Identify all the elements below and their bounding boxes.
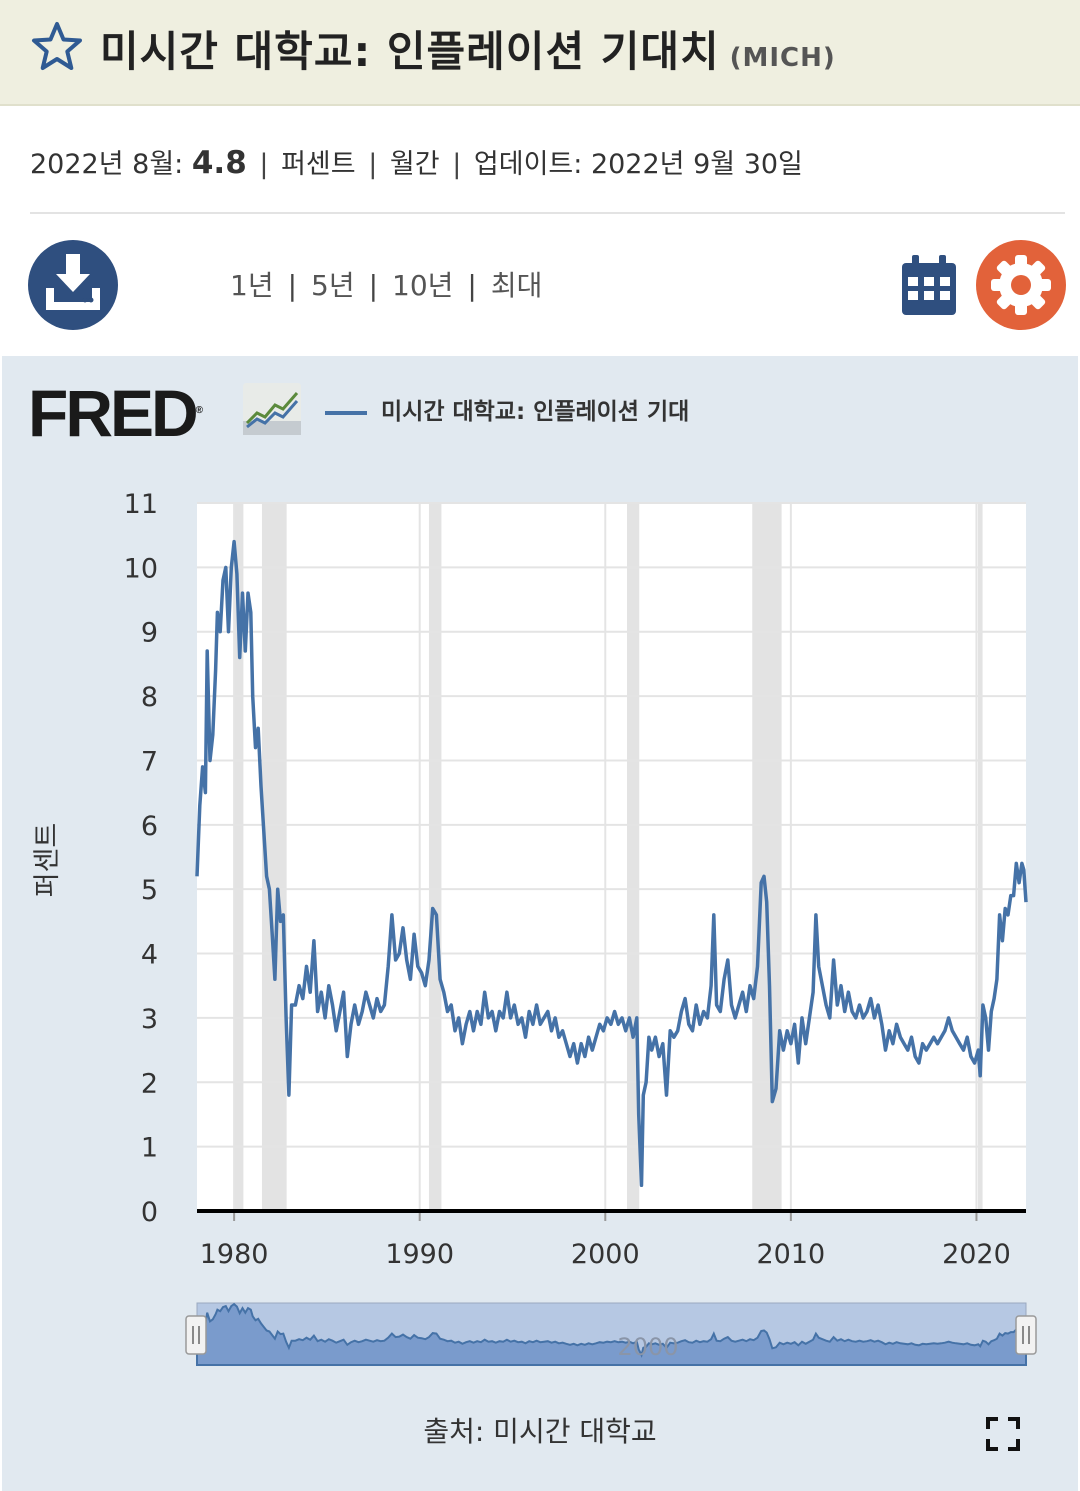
range-1y[interactable]: 1년 (230, 269, 274, 302)
range-5y[interactable]: 5년 (311, 269, 355, 302)
recession-bands (234, 503, 983, 1211)
separator: | (368, 149, 378, 180)
updated-label: 업데이트: (473, 149, 583, 180)
navigator-right-handle[interactable] (1015, 1315, 1037, 1355)
x-tick-label: 1980 (200, 1239, 269, 1270)
range-10y[interactable]: 10년 (392, 269, 454, 302)
fred-graph-icon (243, 383, 301, 435)
y-tick-label: 6 (141, 811, 158, 842)
y-tick-label: 3 (141, 1004, 158, 1035)
x-tick-label: 1990 (385, 1239, 454, 1270)
chart-legend: 미시간 대학교: 인플레이션 기대 (325, 392, 689, 426)
series-id: (MICH) (729, 43, 836, 73)
y-tick-label: 9 (141, 618, 158, 649)
series-title: 미시간 대학교: 인플레이션 기대치 (100, 27, 720, 76)
x-tick-label: 2020 (942, 1239, 1011, 1270)
units-label: 퍼센트 (281, 149, 356, 180)
source-note: 출처: 미시간 대학교 (423, 1415, 657, 1448)
recession-band (428, 503, 442, 1211)
fred-logo: FRED® (28, 376, 204, 450)
separator: | (452, 149, 462, 180)
recession-band (234, 503, 244, 1211)
gear-icon (991, 255, 1051, 315)
settings-button[interactable] (976, 240, 1066, 330)
y-tick-label: 0 (141, 1197, 158, 1228)
observation-meta: 2022년 8월: 4.8 | 퍼센트 | 월간 | 업데이트: 2022년 9… (30, 142, 803, 181)
download-icon (46, 254, 100, 310)
y-tick-label: 8 (141, 682, 158, 713)
x-tick-label: 2000 (571, 1239, 640, 1270)
series-line (195, 539, 1028, 1188)
period-label: 2022년 8월: (30, 149, 184, 180)
page-title: 미시간 대학교: 인플레이션 기대치 (MICH) (100, 18, 836, 79)
divider (30, 212, 1065, 214)
y-axis-label: 퍼센트 (32, 823, 63, 898)
x-tick-label: 2010 (757, 1239, 826, 1270)
legend-label: 미시간 대학교: 인플레이션 기대 (381, 399, 690, 425)
range-max[interactable]: 최대 (490, 269, 543, 302)
recession-band (752, 503, 782, 1211)
navigator-left-handle[interactable] (185, 1315, 207, 1355)
separator: | (368, 269, 379, 302)
recession-band (977, 503, 983, 1211)
separator: | (259, 149, 269, 180)
frequency-label: 월간 (389, 149, 440, 180)
legend-swatch (325, 410, 367, 415)
y-tick-label: 5 (141, 875, 158, 906)
fullscreen-icon[interactable] (986, 1417, 1020, 1451)
x-axis-ticks: 1980 1990 2000 2010 2020 (200, 1211, 1011, 1270)
navigator-series (196, 1302, 1027, 1366)
y-tick-label: 11 (124, 489, 158, 520)
y-tick-label: 7 (141, 746, 158, 777)
updated-date: 2022년 9월 30일 (590, 149, 803, 180)
navigator-label: 2000 (617, 1333, 678, 1361)
grid-lines (197, 502, 1026, 1211)
star-icon[interactable] (30, 20, 84, 74)
separator: | (467, 269, 477, 302)
plot-area (197, 503, 1026, 1211)
download-button[interactable] (28, 240, 118, 330)
calendar-icon[interactable] (900, 255, 958, 317)
y-tick-label: 2 (141, 1068, 158, 1099)
y-tick-label: 1 (141, 1133, 158, 1164)
y-tick-label: 10 (124, 553, 158, 584)
latest-value: 4.8 (191, 145, 247, 181)
separator: | (287, 269, 298, 302)
date-range-selector: 1년 | 5년 | 10년 | 최대 (230, 264, 542, 304)
y-axis-ticks: 0 1 2 3 4 5 6 7 8 9 10 11 (124, 489, 158, 1228)
title-bar: 미시간 대학교: 인플레이션 기대치 (MICH) (0, 0, 1080, 106)
y-tick-label: 4 (141, 940, 158, 971)
